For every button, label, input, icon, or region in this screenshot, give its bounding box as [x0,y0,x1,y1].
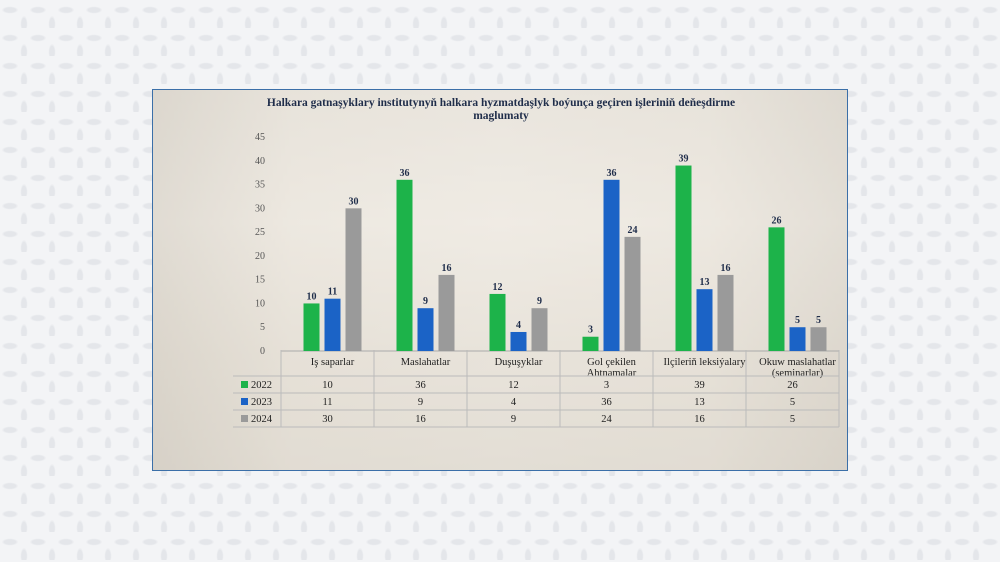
bar-2023 [603,179,620,351]
table-cell: 5 [790,414,795,425]
bar-2023 [789,327,806,351]
table-cell: 24 [601,414,612,425]
data-label: 16 [721,263,731,274]
data-label: 16 [442,263,452,274]
data-label: 5 [816,315,821,326]
y-tick-label: 0 [260,346,265,357]
legend-swatch-2024 [241,415,248,422]
y-tick-label: 30 [255,203,265,214]
bar-chart: Halkara gatnaşyklary institutynyň halkar… [233,97,840,428]
bar-2024 [717,274,734,351]
bar-2023 [510,331,527,351]
table-cell: 4 [511,397,517,408]
legend-label: 2024 [251,414,273,425]
y-tick-label: 35 [255,180,265,191]
table-cell: 26 [787,380,798,391]
data-label: 13 [700,277,710,288]
chart-slide: Halkara gatnaşyklary institutynyň halkar… [152,89,848,471]
data-label: 5 [795,315,800,326]
table-cell: 11 [322,397,332,408]
data-label: 10 [307,291,317,302]
bar-2024 [438,274,455,351]
data-label: 12 [493,282,503,293]
data-label: 39 [679,154,689,165]
bar-2022 [489,293,506,351]
category-label: Maslahatlar [401,357,451,368]
table-cell: 3 [604,380,609,391]
category-label: Ilçileriň leksiýalary [664,357,747,368]
category-label: (seminarlar) [772,368,824,379]
table-cell: 36 [415,380,426,391]
bar-2022 [582,336,599,351]
data-label: 36 [607,168,617,179]
table-cell: 5 [790,397,795,408]
data-label: 4 [516,320,521,331]
data-label: 36 [400,168,410,179]
data-label: 9 [537,296,542,307]
category-label: Duşuşyklar [495,357,543,368]
chart-title-line: maglumaty [473,110,529,122]
data-label: 30 [349,196,359,207]
bar-2023 [324,298,341,351]
bar-2023 [417,308,434,351]
y-tick-label: 10 [255,298,265,309]
data-label: 26 [772,215,782,226]
y-tick-label: 15 [255,275,265,286]
data-label: 24 [628,225,638,236]
bar-2023 [696,289,713,351]
table-cell: 9 [418,397,423,408]
table-cell: 16 [415,414,426,425]
bar-2024 [345,208,362,351]
table-cell: 36 [601,397,612,408]
table-cell: 10 [322,380,333,391]
bar-2022 [768,227,785,351]
data-label: 11 [328,287,337,298]
category-label: Iş saparlar [311,357,355,368]
bar-2022 [675,165,692,351]
bar-2024 [624,236,641,351]
legend-label: 2022 [251,380,272,391]
bar-2024 [531,308,548,351]
category-label: Gol çekilen [587,357,636,368]
table-cell: 9 [511,414,516,425]
y-tick-label: 20 [255,251,265,262]
table-cell: 13 [694,397,705,408]
y-tick-label: 25 [255,227,265,238]
table-cell: 12 [508,380,519,391]
category-label: Ahtnamalar [587,368,637,379]
data-label: 3 [588,325,593,336]
bar-2022 [303,303,320,351]
data-label: 9 [423,296,428,307]
table-cell: 16 [694,414,705,425]
legend-swatch-2022 [241,381,248,388]
bar-2022 [396,179,413,351]
y-tick-label: 5 [260,322,265,333]
table-cell: 30 [322,414,333,425]
legend-label: 2023 [251,397,272,408]
table-cell: 39 [694,380,705,391]
chart-title-line: Halkara gatnaşyklary institutynyň halkar… [267,97,735,109]
bar-2024 [810,327,827,351]
legend-swatch-2023 [241,398,248,405]
category-label: Okuw maslahatlar [759,357,836,368]
y-tick-label: 45 [255,132,265,143]
y-tick-label: 40 [255,156,265,167]
